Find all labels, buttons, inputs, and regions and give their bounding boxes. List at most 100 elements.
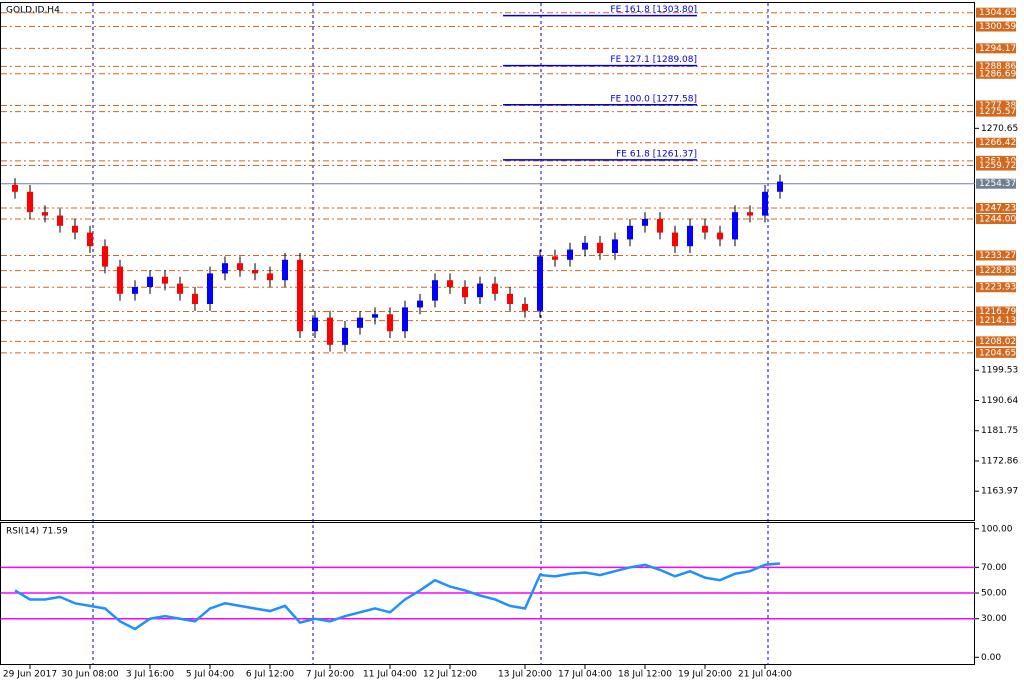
candle-body (612, 239, 618, 253)
level-label: 1304.65 (979, 8, 1016, 18)
level-label: 1294.17 (979, 44, 1016, 54)
y-tick-label: 30.00 (981, 614, 1007, 624)
level-label: 1266.42 (979, 138, 1016, 148)
level-box (976, 336, 1016, 347)
level-box (976, 7, 1016, 18)
x-tick-label: 5 Jul 04:00 (186, 670, 235, 680)
candle-body (672, 232, 678, 247)
candle-body (327, 317, 333, 345)
candle-body (657, 218, 663, 233)
fib-label: FE 127.1 [1289.08] (610, 55, 697, 65)
candle-body (147, 276, 153, 288)
x-tick-label: 17 Jul 04:00 (558, 670, 612, 680)
candle-body (402, 307, 408, 332)
level-box (976, 21, 1016, 32)
candle-body (537, 256, 543, 311)
level-label: 1277.38 (979, 101, 1016, 111)
candle-body (282, 259, 288, 281)
x-tick-label: 18 Jul 12:00 (618, 670, 672, 680)
level-box (976, 68, 1016, 79)
level-box (976, 306, 1016, 317)
x-tick-label: 29 Jun 2017 (3, 670, 57, 680)
level-box (976, 250, 1016, 261)
candle-body (222, 263, 228, 274)
y-tick-label: 1199.53 (981, 366, 1018, 376)
level-label: 1233.27 (979, 251, 1016, 261)
y-tick-label: 100.00 (981, 524, 1013, 534)
candle-body (267, 273, 273, 281)
level-box (976, 202, 1016, 213)
x-tick-label: 19 Jul 20:00 (678, 670, 732, 680)
level-label: 1275.57 (979, 107, 1016, 117)
candle-body (27, 191, 33, 213)
x-tick-label: 11 Jul 04:00 (363, 670, 417, 680)
y-tick-label: 50.00 (981, 589, 1007, 599)
level-box (976, 347, 1016, 358)
level-label: 1244.00 (979, 214, 1016, 224)
x-tick-label: 12 Jul 12:00 (423, 670, 477, 680)
level-box (976, 282, 1016, 293)
candle-body (732, 212, 738, 240)
separators (92, 3, 769, 665)
candle-body (627, 225, 633, 240)
level-box (976, 61, 1016, 72)
candle-body (72, 225, 78, 233)
candle-body (42, 212, 48, 216)
candle-body (207, 273, 213, 305)
candle-body (372, 314, 378, 318)
candle-body (492, 283, 498, 294)
y-tick-label: 1163.97 (981, 487, 1018, 497)
y-tick-label: 1172.86 (981, 456, 1018, 466)
rsi-line (14, 562, 781, 631)
candle-body (12, 184, 18, 192)
candle-body (342, 327, 348, 345)
candle-body (87, 232, 93, 247)
x-tick-label: 7 Jul 20:00 (306, 670, 355, 680)
y-tick-label: 1190.64 (981, 396, 1018, 406)
main-frame (0, 2, 975, 521)
candle-body (417, 300, 423, 308)
candle-body (462, 287, 468, 298)
candle-body (552, 256, 558, 260)
candle-body (297, 259, 303, 332)
candle-body (177, 283, 183, 294)
fib-label: FE 61.8 [1261.37] (616, 149, 697, 159)
candle-body (357, 317, 363, 328)
candle-body (237, 263, 243, 271)
level-label: 1247.23 (979, 203, 1016, 213)
level-box (976, 315, 1016, 326)
candle-body (747, 212, 753, 216)
candle-body (597, 242, 603, 253)
level-label: 1288.86 (979, 62, 1016, 72)
candle-body (252, 270, 258, 274)
current-price-box (976, 178, 1016, 189)
chart-title: GOLD.ID,H4 (6, 6, 60, 16)
candle-body (162, 276, 168, 284)
candle-body (702, 225, 708, 233)
level-label: 1223.93 (979, 283, 1016, 293)
level-box (976, 265, 1016, 276)
x-tick-label: 6 Jul 12:00 (246, 670, 295, 680)
candle-body (432, 280, 438, 301)
y-tick-label: 1181.75 (981, 426, 1018, 436)
candle-body (132, 287, 138, 294)
level-label: 1228.83 (979, 266, 1016, 276)
fib-label: FE 100.0 [1277.58] (610, 94, 697, 104)
candle-body (477, 283, 483, 298)
candle-body (567, 249, 573, 260)
candle-body (582, 242, 588, 250)
candle-body (522, 304, 528, 311)
candle-body (762, 191, 768, 216)
candle-body (447, 280, 453, 288)
candle-body (777, 181, 783, 192)
candle-body (117, 266, 123, 294)
level-box (976, 160, 1016, 171)
x-tick-label: 30 Jun 08:00 (61, 670, 118, 680)
level-label: 1286.69 (979, 69, 1016, 79)
level-label: 1208.02 (979, 337, 1016, 347)
level-box (976, 100, 1016, 111)
level-label: 1216.79 (979, 307, 1016, 317)
candle-body (717, 232, 723, 240)
fib-label: FE 161.8 [1303.80] (610, 5, 697, 15)
x-tick-label: 21 Jul 04:00 (738, 670, 792, 680)
